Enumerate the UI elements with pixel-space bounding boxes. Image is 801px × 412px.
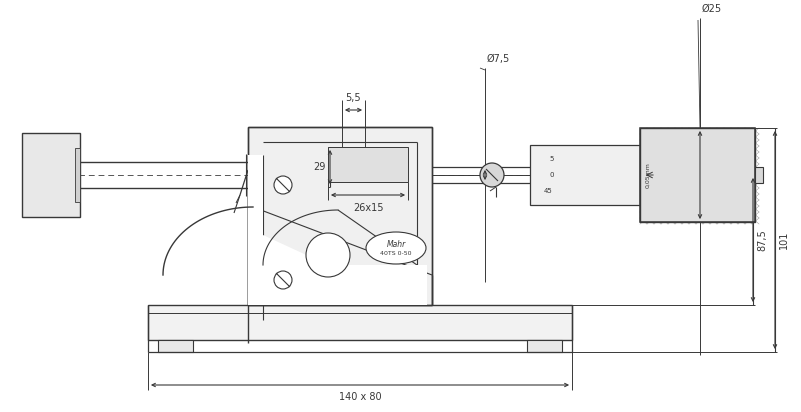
Bar	[22, 133, 80, 217]
Ellipse shape	[366, 232, 426, 264]
Bar	[148, 305, 572, 340]
Text: 0,05mm: 0,05mm	[646, 162, 650, 188]
Circle shape	[274, 271, 292, 289]
Text: 26x15: 26x15	[352, 203, 383, 213]
Text: 29: 29	[314, 162, 326, 172]
Circle shape	[274, 176, 292, 194]
Text: 140 x 80: 140 x 80	[339, 392, 381, 402]
Text: 45: 45	[544, 188, 553, 194]
Text: 87,5: 87,5	[757, 229, 767, 251]
Bar	[158, 340, 193, 352]
Bar	[755, 167, 763, 183]
Bar	[328, 147, 408, 182]
Text: 40TS 0-50: 40TS 0-50	[380, 250, 412, 255]
Bar	[75, 148, 80, 202]
Bar	[640, 128, 755, 222]
Text: Ø25: Ø25	[702, 4, 723, 14]
Circle shape	[480, 163, 504, 187]
Text: Ø7,5: Ø7,5	[487, 54, 510, 64]
Bar	[640, 128, 755, 222]
Circle shape	[306, 233, 350, 277]
Bar	[530, 145, 640, 205]
Text: 101: 101	[779, 231, 789, 249]
Bar	[527, 340, 562, 352]
Text: 0: 0	[549, 172, 554, 178]
Bar	[248, 127, 432, 305]
Text: Mahr: Mahr	[386, 239, 405, 248]
Text: 5,5: 5,5	[345, 93, 360, 103]
Polygon shape	[248, 155, 427, 305]
Text: 5: 5	[549, 156, 554, 162]
